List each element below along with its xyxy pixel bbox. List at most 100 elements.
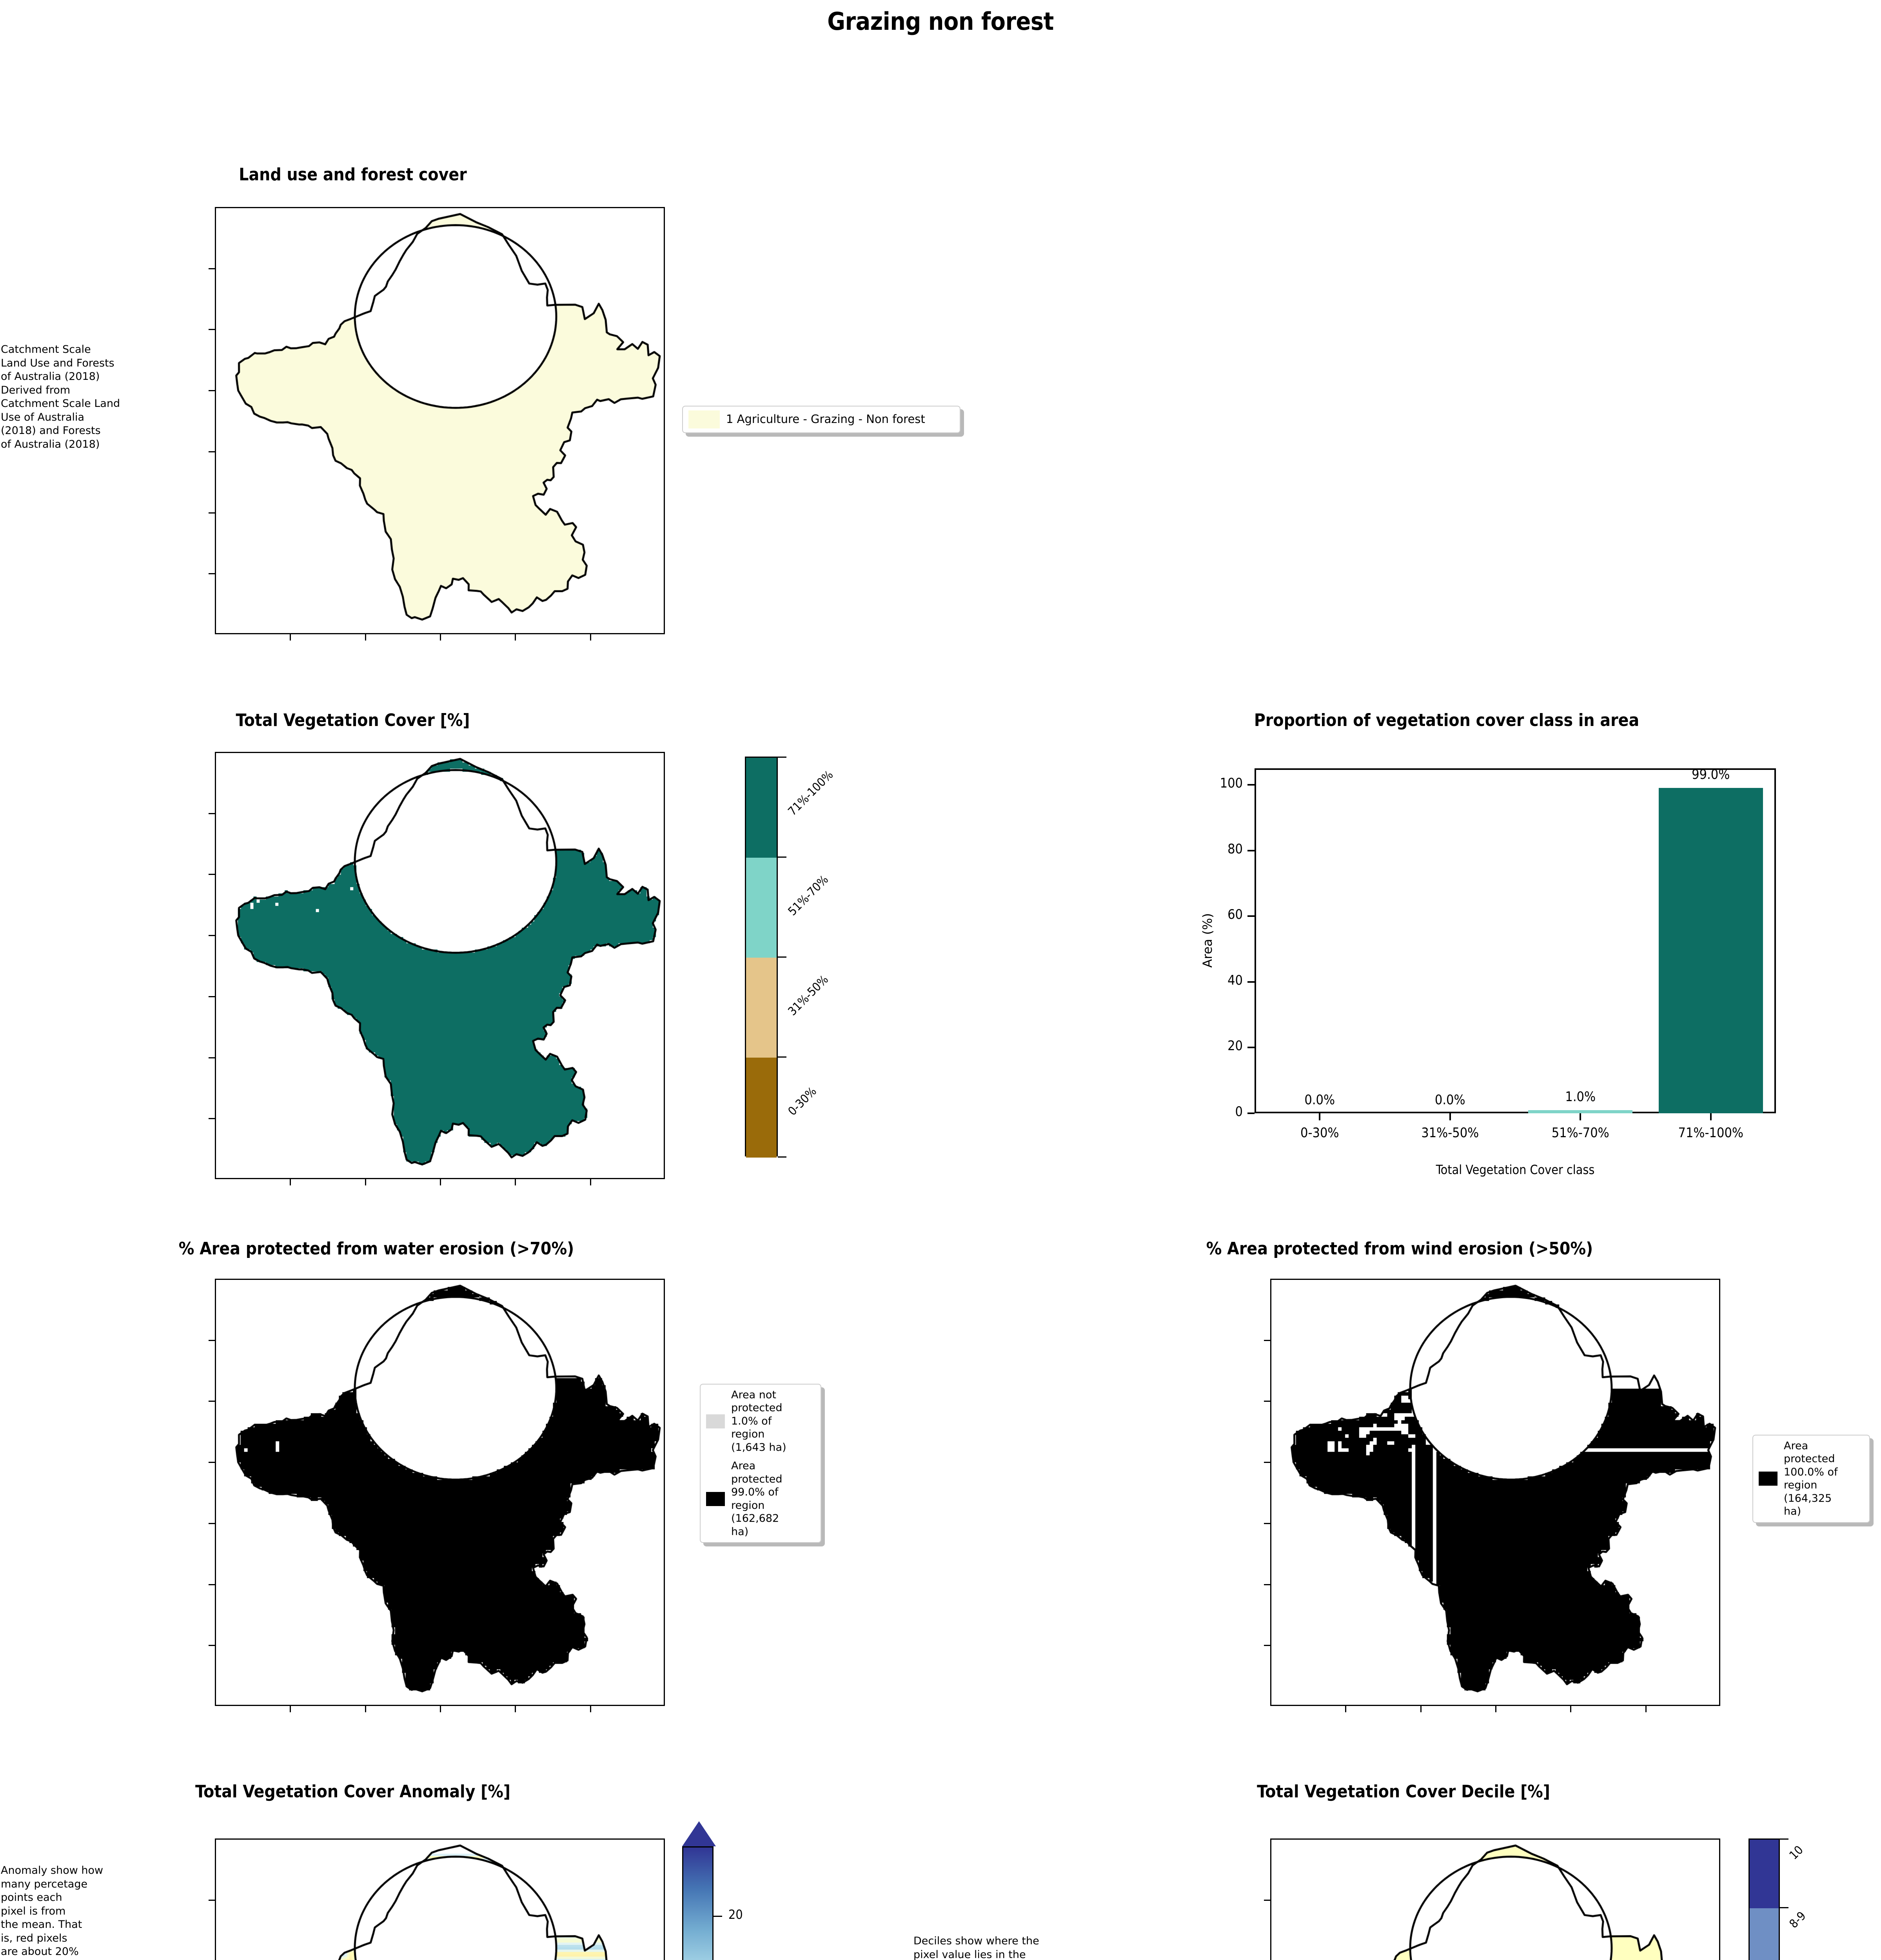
water-erosion-map: [215, 1279, 665, 1706]
wind-erosion-legend: Area protected 100.0% of region (164,325…: [1752, 1435, 1870, 1523]
axis-tick: [515, 1179, 516, 1185]
colorbar-tick: [778, 1056, 786, 1058]
axis-tick: [1420, 1706, 1422, 1712]
legend-label: Area not protected 1.0% of region (1,643…: [731, 1389, 786, 1454]
legend-item: Area protected 99.0% of region (162,682 …: [706, 1459, 815, 1538]
anomaly-colorbar: 20100−10−20: [682, 1821, 847, 1960]
colorbar-tick: [778, 857, 786, 858]
axis-tick: [290, 1179, 291, 1185]
anomaly-map: [215, 1838, 665, 1960]
colorbar-label: 71%-100%: [785, 768, 836, 818]
bar-value-label: 99.0%: [1692, 767, 1730, 783]
axis-tick: [590, 1706, 591, 1712]
x-axis-tick: [1580, 1113, 1581, 1120]
colorbar-tick: [1780, 1838, 1788, 1840]
axis-tick: [365, 1179, 366, 1185]
axis-tick: [365, 634, 366, 641]
water-erosion-panel-title: % Area protected from water erosion (>70…: [178, 1239, 574, 1259]
page-title: Grazing non forest: [827, 7, 1054, 36]
y-axis-tick-label: 100: [1220, 775, 1243, 791]
landuse-panel-title: Land use and forest cover: [239, 165, 467, 185]
axis-tick: [209, 813, 215, 814]
axis-tick: [209, 1401, 215, 1402]
colorbar-segment: [746, 758, 777, 858]
colorbar-tick: [778, 956, 786, 958]
water-erosion-legend: Area not protected 1.0% of region (1,643…: [700, 1384, 821, 1543]
x-axis-tick-label: 71%-100%: [1678, 1125, 1743, 1141]
axis-tick: [1264, 1523, 1270, 1524]
axis-tick: [209, 1462, 215, 1463]
axis-tick: [209, 1645, 215, 1646]
axis-tick: [440, 634, 441, 641]
barchart-x-axis-title: Total Vegetation Cover class: [1436, 1162, 1595, 1177]
axis-tick: [440, 1706, 441, 1712]
colorbar-segment: [1750, 1908, 1779, 1960]
axis-tick: [1570, 1706, 1572, 1712]
axis-tick: [1264, 1339, 1270, 1341]
x-axis-tick: [1449, 1113, 1451, 1120]
axis-tick: [590, 1179, 591, 1185]
axis-tick: [1345, 1706, 1347, 1712]
axis-tick: [209, 329, 215, 330]
axis-tick: [209, 1118, 215, 1120]
wind-erosion-map: [1270, 1279, 1720, 1706]
colorbar-segment: [746, 858, 777, 958]
colorbar-label: 31%-50%: [785, 972, 832, 1018]
axis-tick: [209, 1339, 215, 1341]
axis-tick: [1495, 1706, 1496, 1712]
bar-value-label: 0.0%: [1304, 1092, 1335, 1108]
axis-tick: [209, 268, 215, 269]
axis-tick: [209, 1523, 215, 1524]
decile-colorbar: 108-94-72-31: [1748, 1838, 1881, 1960]
axis-tick: [209, 1584, 215, 1585]
anomaly-panel-title: Total Vegetation Cover Anomaly [%]: [195, 1782, 511, 1802]
bar: [1528, 1110, 1633, 1113]
bar: [1658, 788, 1763, 1113]
y-axis-tick-label: 20: [1227, 1038, 1243, 1054]
colorbar-label: 8-9: [1787, 1909, 1809, 1931]
axis-tick: [209, 451, 215, 452]
barchart-y-axis-title: Area (%): [1200, 913, 1215, 968]
legend-swatch-area-protected: [706, 1492, 725, 1506]
axis-tick: [209, 1899, 215, 1901]
colorbar-tick: [714, 1915, 722, 1917]
colorbar-segment: [1750, 1840, 1779, 1908]
axis-tick: [1264, 1584, 1270, 1585]
axis-tick: [1264, 1462, 1270, 1463]
colorbar-tick: [778, 757, 786, 758]
legend-item: 1 Agriculture - Grazing - Non forest: [688, 410, 954, 428]
colorbar-label: 10: [1787, 1843, 1806, 1863]
y-axis-tick: [1247, 784, 1255, 786]
colorbar-segment: [746, 1058, 777, 1158]
axis-tick: [590, 634, 591, 641]
axis-tick: [209, 1057, 215, 1058]
x-axis-tick-label: 0-30%: [1300, 1125, 1339, 1141]
decile-map: [1270, 1838, 1720, 1960]
legend-label: Area protected 99.0% of region (162,682 …: [731, 1460, 783, 1538]
axis-tick: [209, 996, 215, 997]
decile-explainer-note: Deciles show where the pixel value lies …: [913, 1935, 1039, 1960]
axis-tick: [290, 1706, 291, 1712]
legend-item: Area not protected 1.0% of region (1,643…: [706, 1388, 815, 1454]
axis-tick: [1264, 1899, 1270, 1901]
colorbar-tick-label: 20: [728, 1907, 743, 1922]
vegcover-map: [215, 752, 665, 1179]
decile-panel-title: Total Vegetation Cover Decile [%]: [1257, 1782, 1550, 1802]
legend-label: Area protected 100.0% of region (164,325…: [1784, 1440, 1838, 1518]
x-axis-tick: [1710, 1113, 1712, 1120]
x-axis-tick-label: 51%-70%: [1551, 1125, 1609, 1141]
colorbar-extend-max-arrow: [682, 1821, 716, 1846]
landuse-source-note: Catchment Scale Land Use and Forests of …: [1, 343, 120, 450]
legend-swatch-grazing-non-forest: [688, 410, 720, 428]
vegcover-colorbar: 71%-100% 51%-70% 31%-50% 0-30%: [745, 757, 910, 1176]
y-axis-tick-label: 0: [1235, 1104, 1243, 1120]
axis-tick: [209, 935, 215, 936]
axis-tick: [209, 573, 215, 575]
colorbar-tick: [1780, 1907, 1788, 1908]
axis-tick: [365, 1706, 366, 1712]
legend-swatch-area-protected: [1759, 1472, 1778, 1486]
y-axis-tick: [1247, 1047, 1255, 1049]
axis-tick: [1264, 1645, 1270, 1646]
axis-tick: [209, 390, 215, 392]
x-axis-tick: [1319, 1113, 1321, 1120]
